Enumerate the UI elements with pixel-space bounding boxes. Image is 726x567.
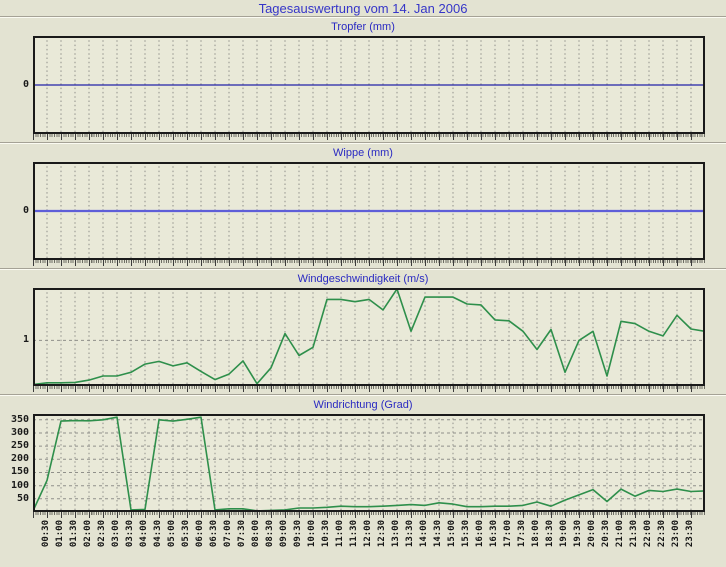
x-tick-label: 01:00 bbox=[55, 520, 65, 548]
data-line-windrichtung bbox=[33, 416, 705, 512]
x-tick-label: 16:00 bbox=[475, 520, 485, 548]
chart-title: Windgeschwindigkeit (m/s) bbox=[297, 273, 429, 285]
chart-title: Tropfer (mm) bbox=[331, 21, 395, 33]
y-tick-label: 50 bbox=[16, 492, 29, 504]
x-tick-label: 09:30 bbox=[293, 520, 303, 548]
x-tick-label: 02:30 bbox=[97, 520, 107, 548]
x-tick-label: 12:30 bbox=[377, 520, 387, 548]
x-tick-label: 09:00 bbox=[279, 520, 289, 548]
divider bbox=[0, 268, 726, 270]
y-tick-label: 0 bbox=[22, 79, 29, 90]
x-axis-minor-ticks bbox=[33, 260, 705, 266]
x-tick-label: 03:00 bbox=[111, 520, 121, 548]
plot-area: 0 bbox=[0, 162, 726, 260]
x-tick-label: 18:30 bbox=[545, 520, 555, 548]
x-tick-label: 14:30 bbox=[433, 520, 443, 548]
page-title: Tagesauswertung vom 14. Jan 2006 bbox=[258, 1, 468, 16]
x-tick-label: 11:30 bbox=[349, 520, 359, 548]
x-tick-label: 06:00 bbox=[195, 520, 205, 548]
x-tick-label: 05:00 bbox=[167, 520, 177, 548]
x-tick-label: 03:30 bbox=[125, 520, 135, 548]
x-tick-label: 21:00 bbox=[615, 520, 625, 548]
plot-area: 350 300 250 200 150 100 50 bbox=[0, 414, 726, 512]
divider bbox=[0, 394, 726, 396]
x-tick-label: 07:00 bbox=[223, 520, 233, 548]
x-tick-label: 21:30 bbox=[629, 520, 639, 548]
x-tick-label: 04:00 bbox=[139, 520, 149, 548]
chart-title: Windrichtung (Grad) bbox=[313, 399, 413, 411]
chart-panel-windrichtung: Windrichtung (Grad) 350 300 250 200 150 100 50 0… bbox=[0, 396, 726, 567]
x-tick-label: 19:30 bbox=[573, 520, 583, 548]
y-tick-label: 350 bbox=[10, 413, 29, 425]
x-tick-label: 22:30 bbox=[657, 520, 667, 548]
x-tick-label: 05:30 bbox=[181, 520, 191, 548]
x-tick-label: 23:00 bbox=[671, 520, 681, 548]
x-axis-labels: 00:30 01:00 01:30 02:00 02:30 03:00 03:30 04:00… bbox=[0, 519, 726, 565]
x-axis-minor-ticks bbox=[33, 386, 705, 392]
x-tick-label: 16:30 bbox=[489, 520, 499, 548]
divider bbox=[0, 16, 726, 18]
y-tick-label: 100 bbox=[10, 479, 29, 491]
x-tick-label: 07:30 bbox=[237, 520, 247, 548]
plot-area: 1 bbox=[0, 288, 726, 386]
x-tick-label: 00:30 bbox=[41, 520, 51, 548]
x-tick-label: 18:00 bbox=[531, 520, 541, 548]
y-tick-label: 1 bbox=[22, 334, 29, 346]
y-tick-label: 150 bbox=[10, 466, 29, 478]
y-tick-label: 0 bbox=[22, 205, 29, 216]
x-tick-label: 14:00 bbox=[419, 520, 429, 548]
chart-windrichtung bbox=[33, 414, 705, 512]
chart-panel-windgeschwindigkeit: Windgeschwindigkeit (m/s) 1 bbox=[0, 270, 726, 394]
x-tick-label: 17:00 bbox=[503, 520, 513, 548]
x-tick-label: 13:00 bbox=[391, 520, 401, 548]
x-tick-label: 01:30 bbox=[69, 520, 79, 548]
x-axis-minor-ticks bbox=[33, 512, 705, 518]
x-axis-minor-ticks bbox=[33, 134, 705, 140]
x-tick-label: 10:30 bbox=[321, 520, 331, 548]
x-tick-label: 08:00 bbox=[251, 520, 261, 548]
x-tick-label: 11:00 bbox=[335, 520, 345, 548]
x-tick-label: 15:30 bbox=[461, 520, 471, 548]
chart-windgeschwindigkeit bbox=[33, 288, 705, 386]
data-line-windgeschwindigkeit bbox=[33, 288, 705, 386]
x-tick-label: 04:30 bbox=[153, 520, 163, 548]
x-tick-label: 23:30 bbox=[685, 520, 695, 548]
chart-title: Wippe (mm) bbox=[333, 147, 393, 159]
chart-panel-wippe: Wippe (mm) 0 bbox=[0, 144, 726, 268]
x-tick-label: 20:00 bbox=[587, 520, 597, 548]
y-tick-label: 300 bbox=[10, 426, 29, 438]
x-tick-label: 15:00 bbox=[447, 520, 457, 548]
y-tick-label: 250 bbox=[10, 440, 29, 452]
chart-wippe bbox=[33, 162, 705, 260]
x-tick-label: 06:30 bbox=[209, 520, 219, 548]
divider bbox=[0, 142, 726, 144]
chart-panel-tropfer: Tropfer (mm) 0 bbox=[0, 18, 726, 142]
chart-tropfer bbox=[33, 36, 705, 134]
x-tick-label: 17:30 bbox=[517, 520, 527, 548]
x-tick-label: 13:30 bbox=[405, 520, 415, 548]
charts-container: Tropfer (mm) 0 Wippe (mm) 0 Windgeschwindigk… bbox=[0, 18, 726, 567]
x-tick-label: 12:00 bbox=[363, 520, 373, 548]
plot-area: 0 bbox=[0, 36, 726, 134]
x-tick-label: 20:30 bbox=[601, 520, 611, 548]
y-tick-label: 200 bbox=[10, 453, 29, 465]
x-tick-label: 10:00 bbox=[307, 520, 317, 548]
x-tick-label: 02:00 bbox=[83, 520, 93, 548]
x-tick-label: 19:00 bbox=[559, 520, 569, 548]
x-tick-label: 22:00 bbox=[643, 520, 653, 548]
x-tick-label: 08:30 bbox=[265, 520, 275, 548]
